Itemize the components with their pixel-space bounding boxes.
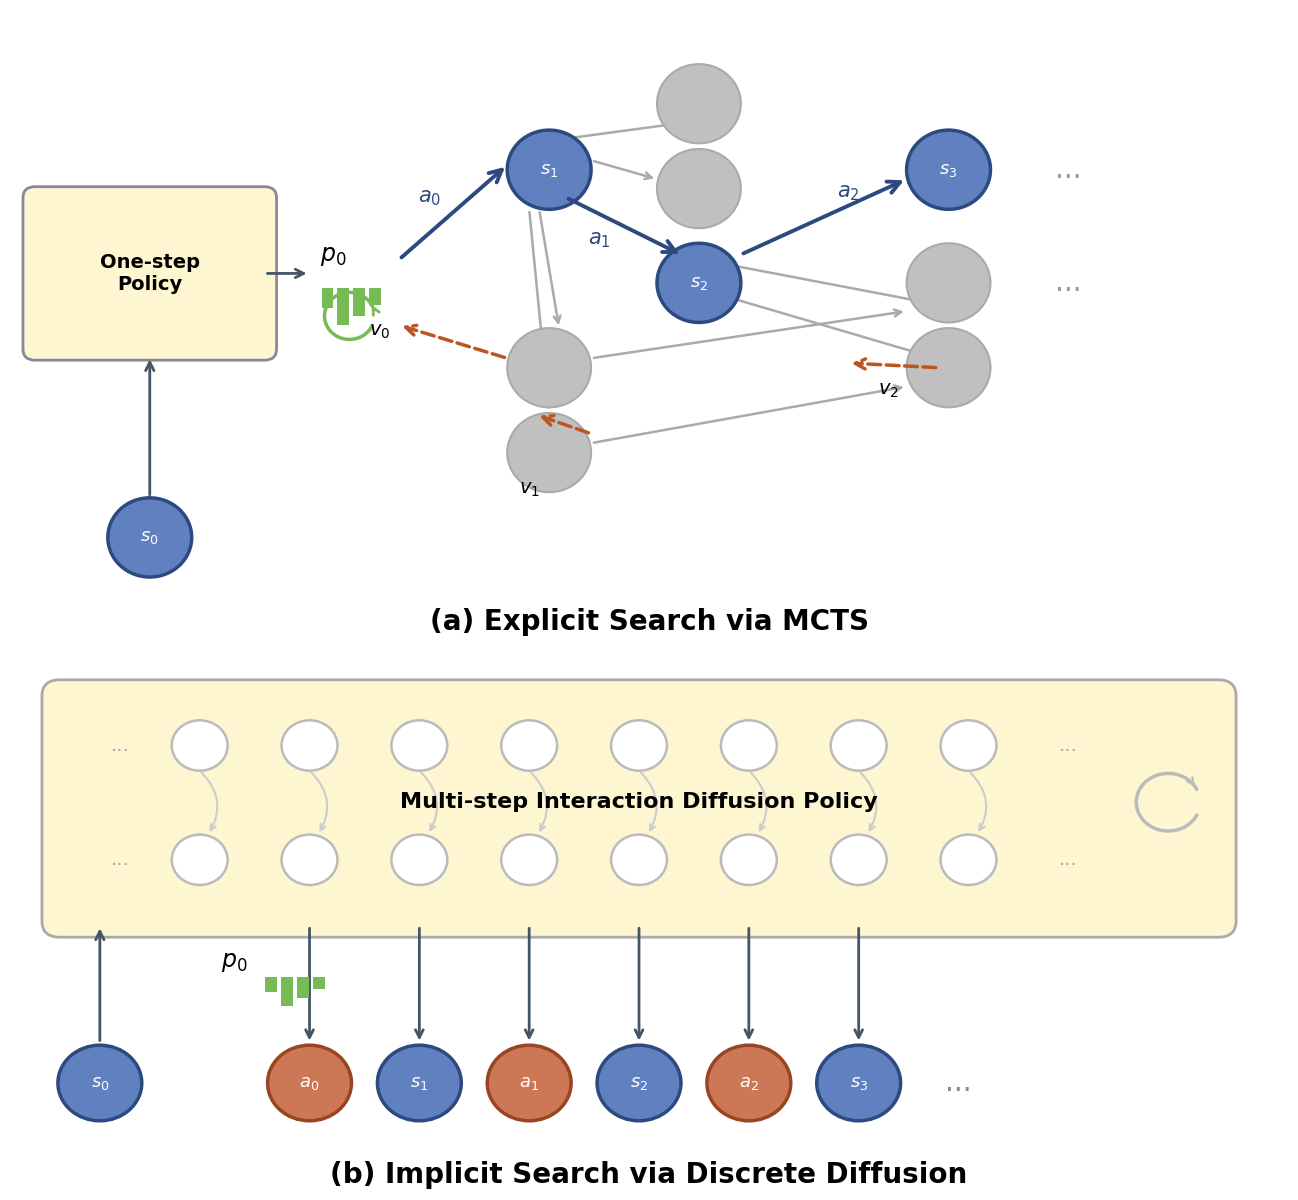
Circle shape [171, 835, 227, 886]
Text: (a) Explicit Search via MCTS: (a) Explicit Search via MCTS [430, 608, 868, 636]
Circle shape [906, 130, 990, 209]
Text: $v_0$: $v_0$ [369, 323, 391, 341]
Text: $s_1$: $s_1$ [540, 161, 558, 179]
Circle shape [657, 149, 741, 228]
Bar [370, 288, 382, 305]
Circle shape [707, 1045, 790, 1121]
Text: $a_1$: $a_1$ [519, 1074, 539, 1092]
Bar [280, 977, 292, 1006]
FancyBboxPatch shape [42, 679, 1236, 937]
Circle shape [501, 835, 557, 886]
Text: $v_1$: $v_1$ [519, 481, 540, 499]
Text: ...: ... [945, 1069, 972, 1097]
Text: $s_3$: $s_3$ [940, 161, 958, 179]
Text: Multi-step Interaction Diffusion Policy: Multi-step Interaction Diffusion Policy [400, 792, 877, 812]
Text: $a_0$: $a_0$ [418, 188, 441, 208]
Text: ...: ... [110, 851, 130, 869]
Bar [313, 977, 324, 989]
Circle shape [378, 1045, 461, 1121]
Circle shape [831, 720, 887, 770]
Circle shape [657, 64, 741, 143]
Circle shape [508, 328, 591, 407]
Bar [337, 288, 349, 325]
Text: $a_1$: $a_1$ [588, 230, 610, 251]
Text: $s_2$: $s_2$ [689, 274, 707, 292]
Circle shape [267, 1045, 352, 1121]
Circle shape [508, 130, 591, 209]
Text: $s_2$: $s_2$ [630, 1074, 648, 1092]
Circle shape [597, 1045, 681, 1121]
Circle shape [108, 498, 192, 577]
Circle shape [816, 1045, 901, 1121]
Bar [353, 288, 366, 316]
Circle shape [941, 720, 997, 770]
Circle shape [501, 720, 557, 770]
Text: ...: ... [1059, 851, 1077, 869]
Text: (b) Implicit Search via Discrete Diffusion: (b) Implicit Search via Discrete Diffusi… [331, 1160, 967, 1189]
Text: $v_2$: $v_2$ [879, 382, 900, 401]
Circle shape [392, 720, 448, 770]
Circle shape [282, 720, 337, 770]
Circle shape [171, 720, 227, 770]
Text: $p_0$: $p_0$ [319, 245, 347, 269]
Circle shape [611, 835, 667, 886]
FancyBboxPatch shape [23, 187, 276, 360]
Circle shape [657, 244, 741, 323]
Text: $p_0$: $p_0$ [222, 949, 248, 973]
Bar [265, 977, 276, 992]
Text: ...: ... [1055, 156, 1081, 184]
Circle shape [906, 328, 990, 407]
Text: $a_2$: $a_2$ [739, 1074, 759, 1092]
Text: $s_1$: $s_1$ [410, 1074, 428, 1092]
Text: $s_0$: $s_0$ [140, 528, 160, 546]
Text: One-step
Policy: One-step Policy [100, 253, 200, 294]
Circle shape [941, 835, 997, 886]
Circle shape [58, 1045, 141, 1121]
Text: ...: ... [110, 736, 130, 755]
Text: $a_2$: $a_2$ [837, 184, 861, 203]
Text: $s_0$: $s_0$ [91, 1074, 109, 1092]
Circle shape [906, 244, 990, 323]
Text: ...: ... [1055, 269, 1081, 296]
Text: ...: ... [1059, 736, 1077, 755]
Bar [322, 288, 334, 308]
Circle shape [611, 720, 667, 770]
Circle shape [508, 413, 591, 492]
Circle shape [720, 720, 776, 770]
Circle shape [831, 835, 887, 886]
Circle shape [392, 835, 448, 886]
Bar [296, 977, 309, 997]
Circle shape [487, 1045, 571, 1121]
Text: $a_0$: $a_0$ [300, 1074, 319, 1092]
Text: $s_3$: $s_3$ [849, 1074, 868, 1092]
Circle shape [282, 835, 337, 886]
Circle shape [720, 835, 776, 886]
